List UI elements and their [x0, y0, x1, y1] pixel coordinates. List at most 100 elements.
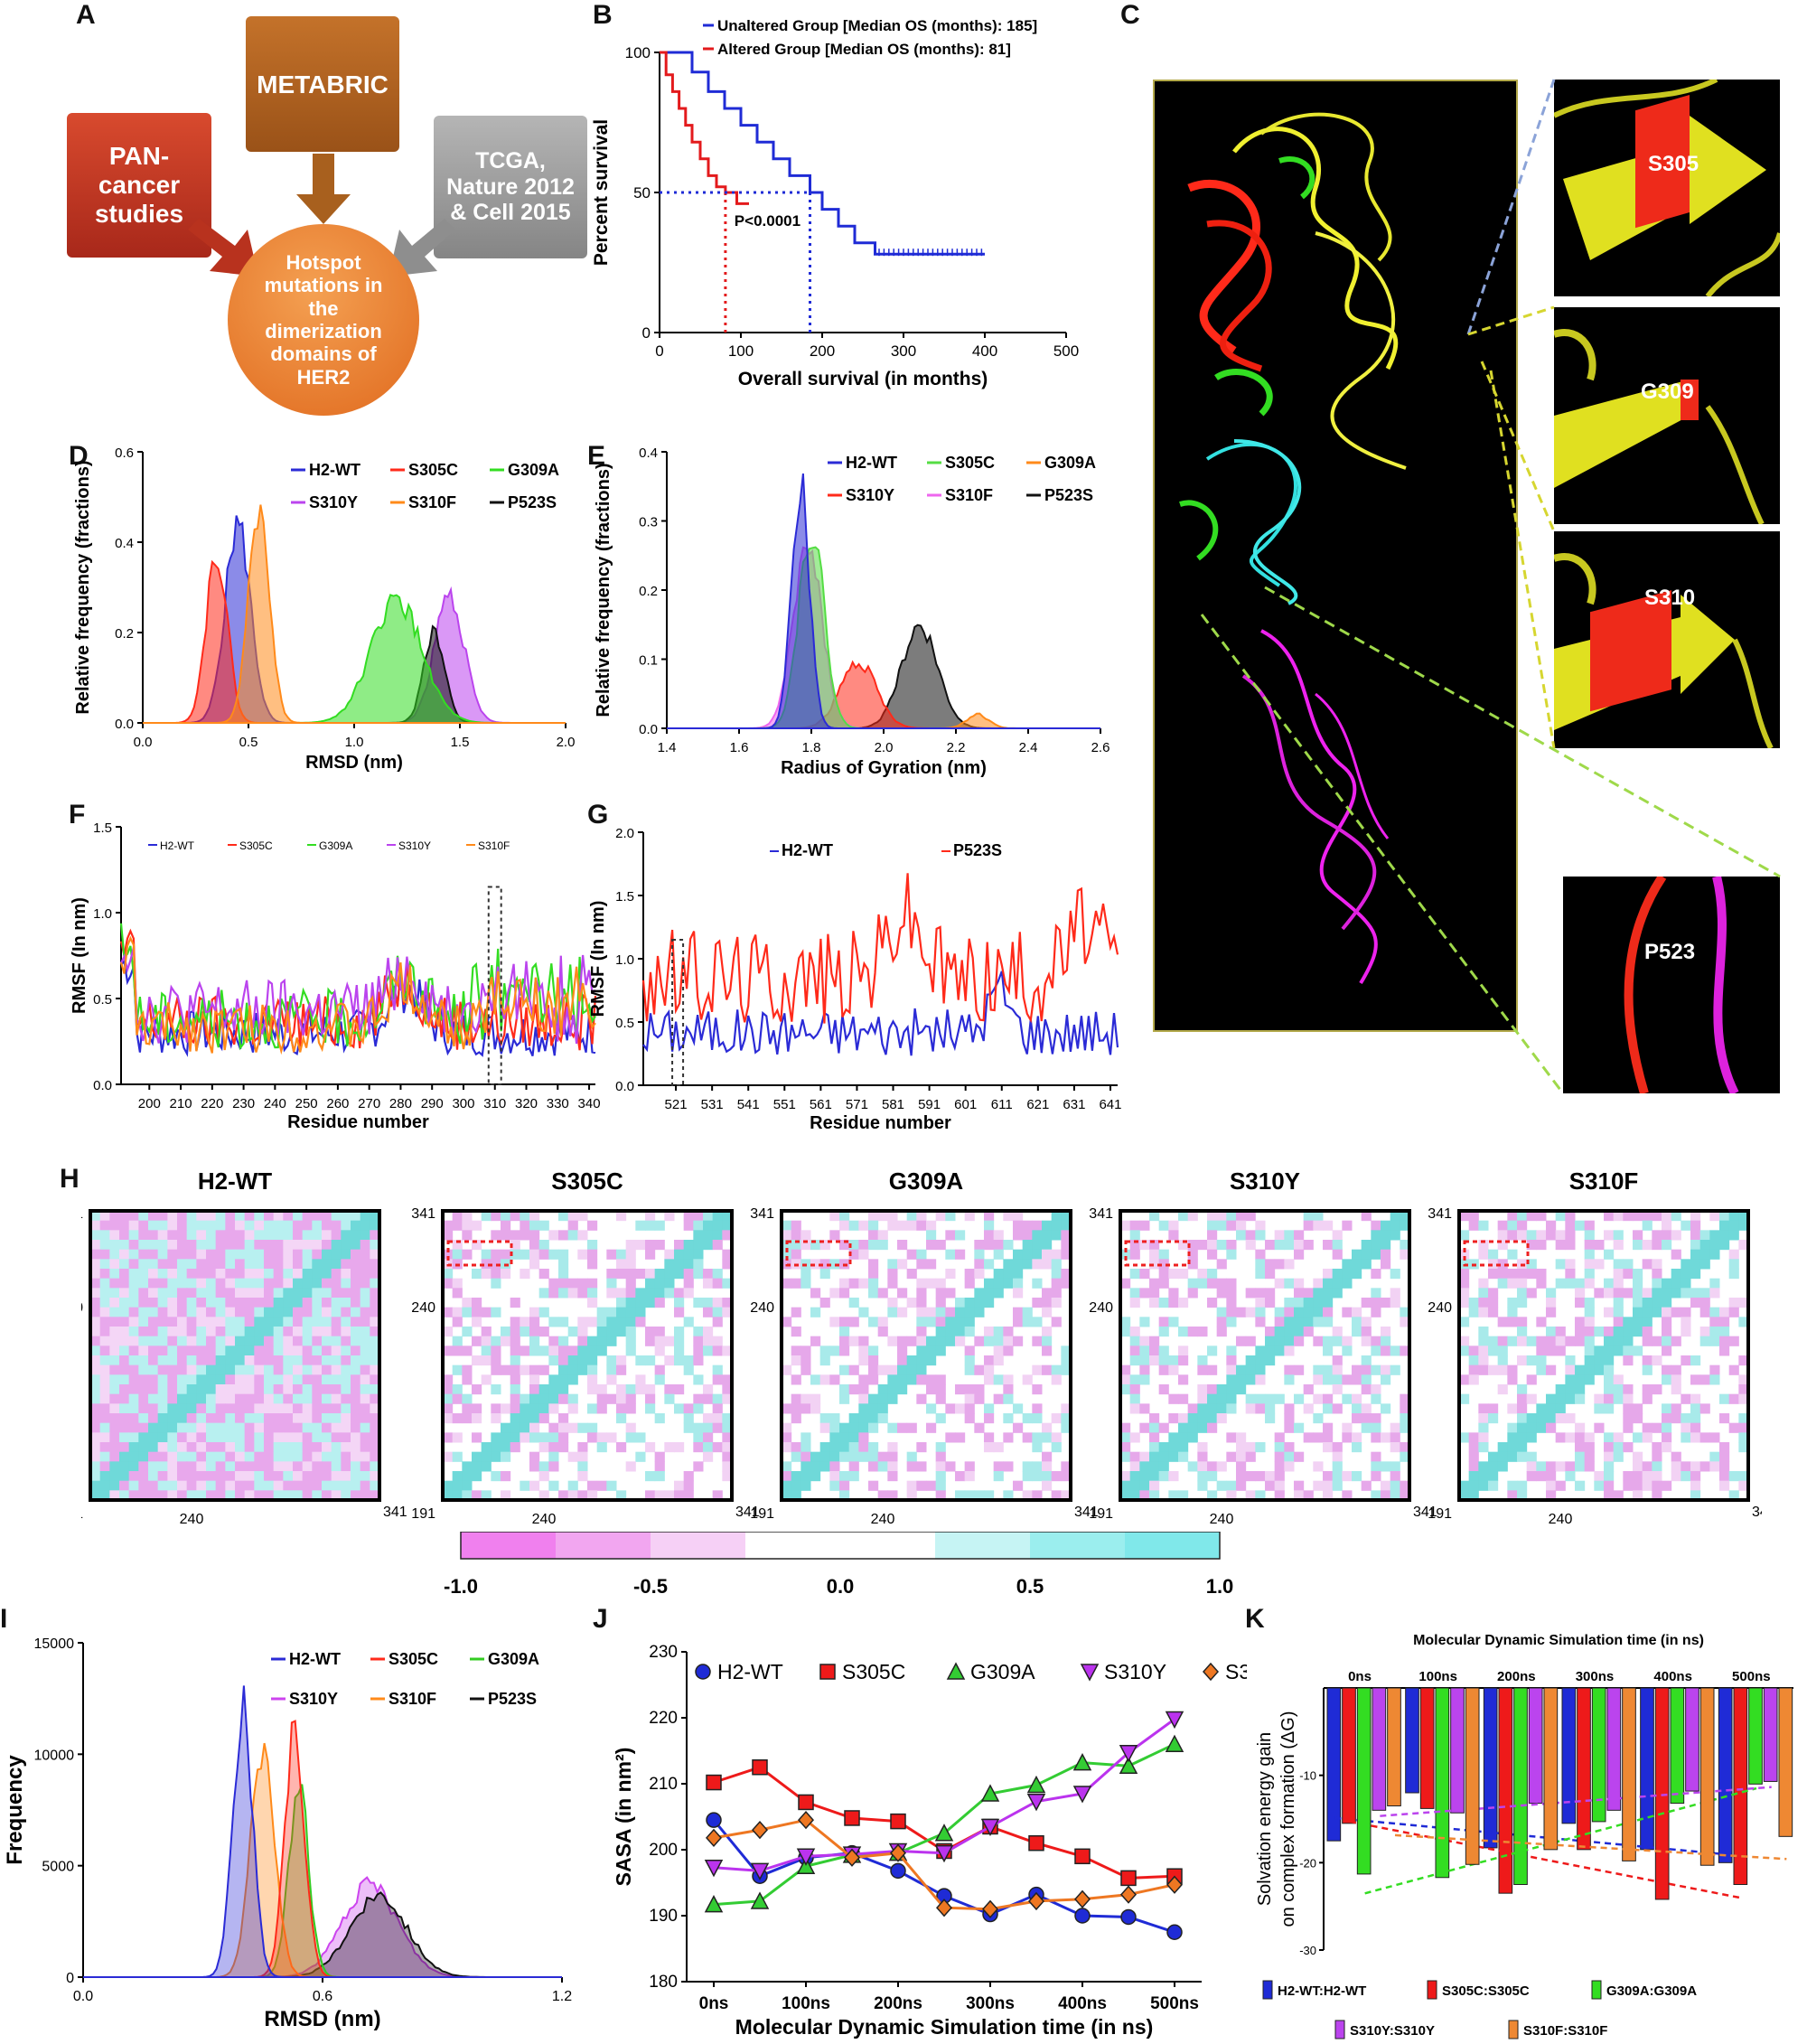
heatmap-cell — [1265, 1259, 1276, 1270]
heatmap-cell — [1216, 1240, 1227, 1251]
heatmap-cell — [491, 1230, 501, 1241]
heatmap-cell — [1216, 1461, 1227, 1472]
heatmap-cell — [1274, 1451, 1285, 1462]
heatmap-cell — [906, 1355, 917, 1366]
heatmap-cell — [128, 1259, 139, 1270]
heatmap-cell — [1488, 1403, 1499, 1414]
heatmap-cell — [119, 1249, 130, 1260]
trend-line-g309a-g309a — [1364, 1786, 1757, 1895]
heatmap-cell — [186, 1336, 197, 1346]
heatmap-cell — [1284, 1345, 1295, 1356]
heatmap-cell — [462, 1403, 473, 1414]
heatmap-cell — [206, 1384, 217, 1395]
heatmap-cell — [148, 1220, 159, 1231]
heatmap-cell — [1642, 1327, 1653, 1337]
heatmap-cell — [1274, 1393, 1285, 1404]
heatmap-cell — [1613, 1317, 1624, 1327]
heatmap-cell — [225, 1327, 236, 1337]
heatmap-cell — [215, 1403, 226, 1414]
heatmap-cell — [215, 1413, 226, 1424]
heatmap-cell — [244, 1403, 255, 1414]
heatmap-cell — [635, 1269, 646, 1280]
heatmap-cell — [1699, 1336, 1710, 1346]
heatmap-cell — [196, 1364, 207, 1375]
heatmap-cell — [1681, 1317, 1691, 1327]
y-tick-label: 190 — [649, 1907, 678, 1926]
heatmap-cell — [1488, 1345, 1499, 1356]
heatmap-cell — [1207, 1269, 1218, 1280]
heatmap-cell — [225, 1288, 236, 1299]
heatmap-cell — [520, 1249, 530, 1260]
heatmap-cell — [858, 1432, 869, 1443]
heatmap-cell — [674, 1490, 685, 1501]
heatmap-cell — [273, 1374, 284, 1385]
heatmap-cell — [538, 1442, 549, 1453]
heatmap-cell — [1400, 1211, 1410, 1222]
heatmap-cell — [984, 1298, 995, 1308]
heatmap-cell — [683, 1288, 694, 1299]
heatmap-cell — [462, 1480, 473, 1491]
heatmap-cell — [206, 1317, 217, 1327]
heatmap-cell — [452, 1288, 463, 1299]
heatmap-cell — [443, 1249, 454, 1260]
heatmap-cell — [1613, 1269, 1624, 1280]
heatmap-cell — [215, 1307, 226, 1317]
heatmap-cell — [90, 1211, 101, 1222]
heatmap-cell — [1390, 1298, 1400, 1308]
heatmap-cell — [712, 1336, 723, 1346]
heatmap-cell — [481, 1249, 492, 1260]
highlight-box — [1124, 1240, 1191, 1267]
heatmap-cell — [1236, 1374, 1247, 1385]
heatmap-cell — [481, 1269, 492, 1280]
heatmap-cell — [283, 1384, 294, 1395]
heatmap-cell — [360, 1461, 370, 1472]
heatmap-cell — [693, 1422, 704, 1433]
heatmap-cell — [868, 1461, 879, 1472]
heatmap-cell — [1352, 1364, 1362, 1375]
x-tick-label: 611 — [991, 1097, 1013, 1112]
heatmap-cell — [1255, 1220, 1266, 1231]
heatmap-cell — [167, 1288, 178, 1299]
heatmap-cell — [341, 1490, 351, 1501]
heatmap-cell — [322, 1249, 332, 1260]
heatmap-cell — [283, 1317, 294, 1327]
heatmap-cell — [1042, 1249, 1053, 1260]
heatmap-cell — [90, 1317, 101, 1327]
heatmap-cell — [955, 1432, 966, 1443]
heatmap-cell — [452, 1471, 463, 1482]
heatmap-cell — [645, 1269, 656, 1280]
heatmap-cell — [955, 1230, 966, 1241]
heatmap-cell — [1584, 1451, 1595, 1462]
heatmap-cell — [1546, 1345, 1557, 1356]
heatmap-cell — [331, 1471, 342, 1482]
heatmap-cell — [1013, 1278, 1024, 1289]
heatmap-cell — [322, 1413, 332, 1424]
heatmap-cell — [1652, 1384, 1662, 1395]
heatmap-cell — [1613, 1298, 1624, 1308]
heatmap-cell — [558, 1336, 569, 1346]
heatmap-cell — [302, 1220, 313, 1231]
heatmap-cell — [322, 1327, 332, 1337]
heatmap-cell — [1690, 1269, 1701, 1280]
heatmap-cell — [510, 1345, 520, 1356]
heatmap-cell — [1709, 1451, 1720, 1462]
heatmap-cell — [984, 1403, 995, 1414]
heatmap-cell — [1604, 1432, 1615, 1443]
heatmap-cell — [1584, 1317, 1595, 1327]
heatmap-cell — [1313, 1317, 1324, 1327]
heatmap-cell — [722, 1278, 733, 1289]
heatmap-cell — [1061, 1278, 1072, 1289]
x-axis-label: Molecular Dynamic Simulation time (in ns… — [735, 2015, 1154, 2039]
heatmap-cell — [1517, 1413, 1528, 1424]
heatmap-cell — [1303, 1384, 1314, 1395]
heatmap-cell — [1584, 1355, 1595, 1366]
heatmap-cell — [693, 1211, 704, 1222]
heatmap-cell — [215, 1480, 226, 1491]
sasa-point-s310f — [1166, 1875, 1184, 1894]
heatmap-cell — [1207, 1422, 1218, 1433]
heatmap-cell — [148, 1432, 159, 1443]
heatmap-cell — [529, 1413, 540, 1424]
heatmap-cell — [616, 1355, 627, 1366]
heatmap-cell — [264, 1432, 275, 1443]
heatmap-cell — [1323, 1471, 1334, 1482]
